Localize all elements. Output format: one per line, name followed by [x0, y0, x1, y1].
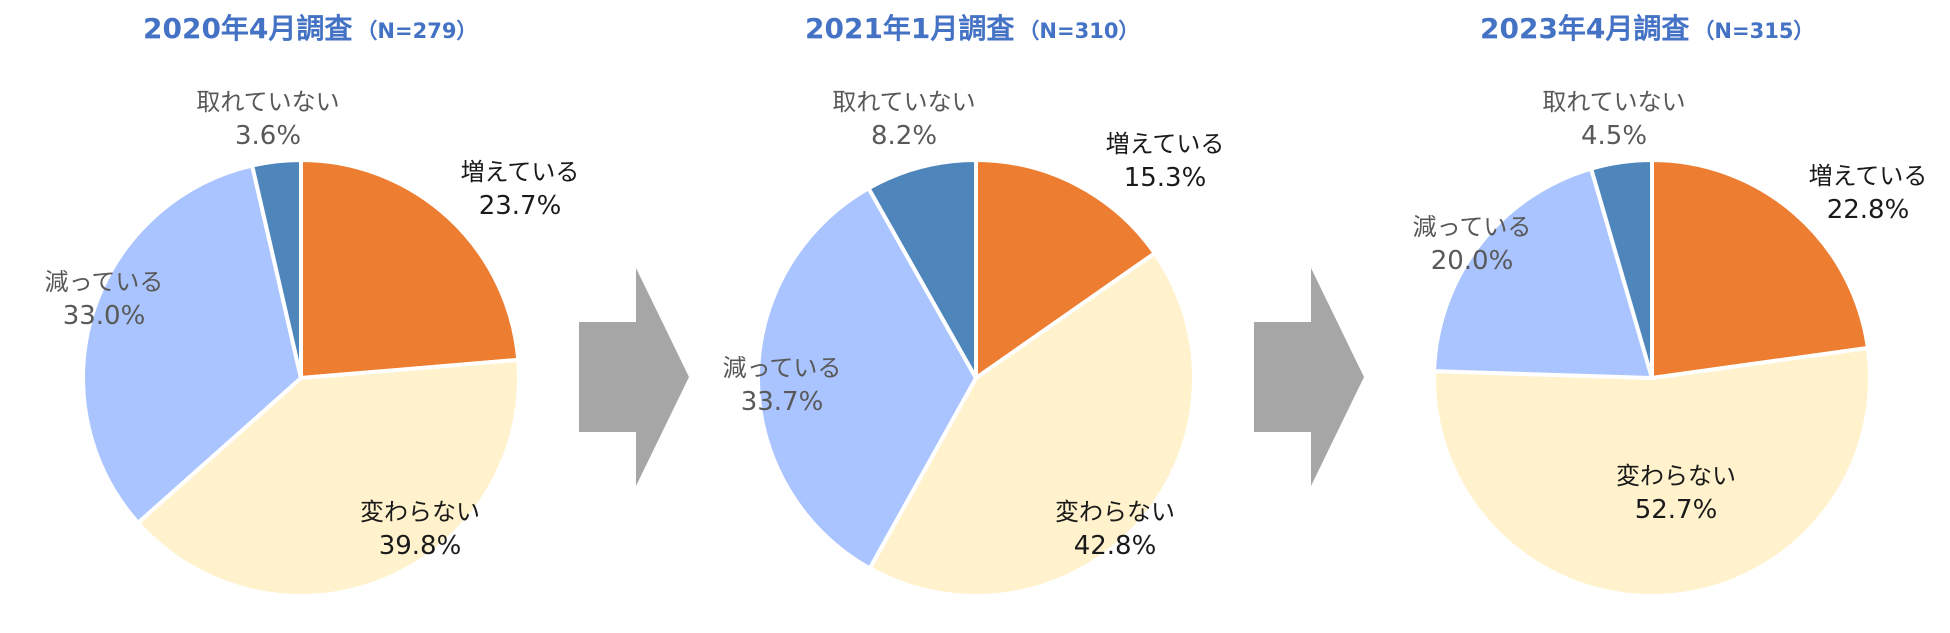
- right-arrow-icon: [579, 268, 689, 486]
- pie-slice: [250, 158, 303, 380]
- slice-label: 変わらない: [1055, 498, 1175, 526]
- pie-chart-2: 2021年1月調査 （N=310） 増えている 15.3% 変わらない 42.8% 減ってい…: [723, 12, 1225, 598]
- pie-slice: [136, 357, 521, 598]
- slice-label: 取れていない: [832, 88, 975, 116]
- slice-label: 増えている: [1106, 130, 1225, 158]
- chart-title: 2020年4月調査 （N=279）: [143, 12, 477, 45]
- chart-title-sample-size: （N=279）: [356, 19, 477, 43]
- slice-value-label: 39.8%: [379, 531, 462, 561]
- slice-value-label: 22.8%: [1827, 195, 1910, 225]
- slice-value-label: 3.6%: [235, 121, 301, 151]
- pie-slice: [1589, 158, 1654, 380]
- slice-label: 変わらない: [1616, 462, 1736, 490]
- slice-value-label: 23.7%: [479, 191, 562, 221]
- pie-chart-3: 2023年4月調査 （N=315） 増えている 22.8% 変わらない 52.7% 減ってい…: [1413, 12, 1928, 598]
- slice-value-label: 4.5%: [1581, 121, 1647, 151]
- slice-label: 変わらない: [360, 498, 480, 526]
- pie-slice: [974, 158, 1157, 380]
- pie-chart-1: 2020年4月調査 （N=279） 増えている 23.7% 変わらない 39.8% 減ってい…: [45, 12, 580, 598]
- slice-value-label: 15.3%: [1124, 163, 1207, 193]
- slice-value-label: 8.2%: [871, 121, 937, 151]
- pie-slice: [1432, 345, 1872, 598]
- chart-title-main: 2021年1月調査: [805, 12, 1014, 45]
- pie-slice: [866, 158, 978, 380]
- slice-label: 増えている: [461, 158, 580, 186]
- chart-title-main: 2023年4月調査: [1480, 12, 1689, 45]
- slice-label: 取れていない: [1542, 88, 1685, 116]
- pie-slice: [80, 163, 303, 525]
- chart-title-sample-size: （N=315）: [1693, 19, 1814, 43]
- pie-slice: [1432, 166, 1654, 380]
- right-arrow-icon: [1254, 268, 1364, 486]
- slice-value-label: 33.0%: [63, 301, 146, 331]
- slice-value-label: 42.8%: [1074, 531, 1157, 561]
- slice-label: 増えている: [1809, 162, 1928, 190]
- slice-label: 減っている: [45, 268, 164, 296]
- pie-slice: [299, 158, 521, 380]
- pie-slice: [867, 251, 1196, 598]
- slice-value-label: 20.0%: [1431, 246, 1514, 276]
- slice-value-label: 52.7%: [1635, 495, 1718, 525]
- chart-title: 2023年4月調査 （N=315）: [1480, 12, 1814, 45]
- slice-value-label: 33.7%: [741, 387, 824, 417]
- chart-title-sample-size: （N=310）: [1018, 19, 1139, 43]
- slice-label: 減っている: [1413, 213, 1532, 241]
- slice-label: 減っている: [723, 354, 842, 382]
- chart-title-main: 2020年4月調査: [143, 12, 352, 45]
- pie-slice: [1650, 158, 1870, 380]
- slice-label: 取れていない: [196, 88, 339, 116]
- chart-title: 2021年1月調査 （N=310）: [805, 12, 1139, 45]
